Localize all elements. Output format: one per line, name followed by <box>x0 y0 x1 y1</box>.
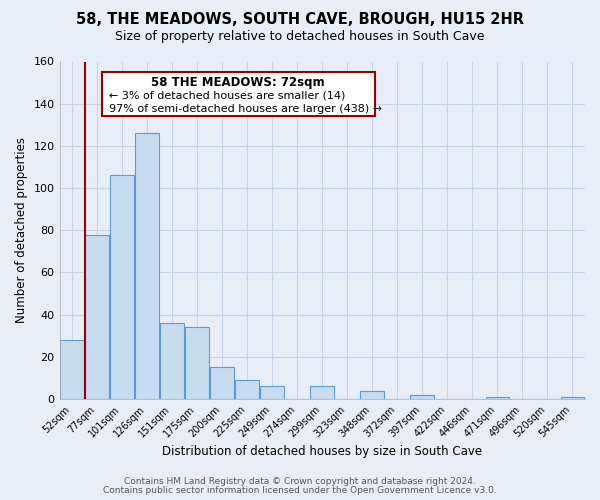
Text: 97% of semi-detached houses are larger (438) →: 97% of semi-detached houses are larger (… <box>109 104 383 114</box>
Bar <box>185 328 209 399</box>
Text: Contains HM Land Registry data © Crown copyright and database right 2024.: Contains HM Land Registry data © Crown c… <box>124 477 476 486</box>
Bar <box>85 234 109 399</box>
Text: Size of property relative to detached houses in South Cave: Size of property relative to detached ho… <box>115 30 485 43</box>
Text: ← 3% of detached houses are smaller (14): ← 3% of detached houses are smaller (14) <box>109 90 346 100</box>
Bar <box>410 395 434 399</box>
Bar <box>260 386 284 399</box>
Bar <box>160 323 184 399</box>
Bar <box>361 390 384 399</box>
X-axis label: Distribution of detached houses by size in South Cave: Distribution of detached houses by size … <box>162 444 482 458</box>
Bar <box>60 340 84 399</box>
Bar <box>235 380 259 399</box>
Y-axis label: Number of detached properties: Number of detached properties <box>15 138 28 324</box>
Bar <box>485 397 509 399</box>
Bar <box>110 176 134 399</box>
Text: 58, THE MEADOWS, SOUTH CAVE, BROUGH, HU15 2HR: 58, THE MEADOWS, SOUTH CAVE, BROUGH, HU1… <box>76 12 524 28</box>
Text: Contains public sector information licensed under the Open Government Licence v3: Contains public sector information licen… <box>103 486 497 495</box>
Text: 58 THE MEADOWS: 72sqm: 58 THE MEADOWS: 72sqm <box>151 76 325 88</box>
FancyBboxPatch shape <box>101 72 375 116</box>
Bar <box>310 386 334 399</box>
Bar <box>135 133 159 399</box>
Bar <box>210 368 234 399</box>
Bar <box>560 397 584 399</box>
